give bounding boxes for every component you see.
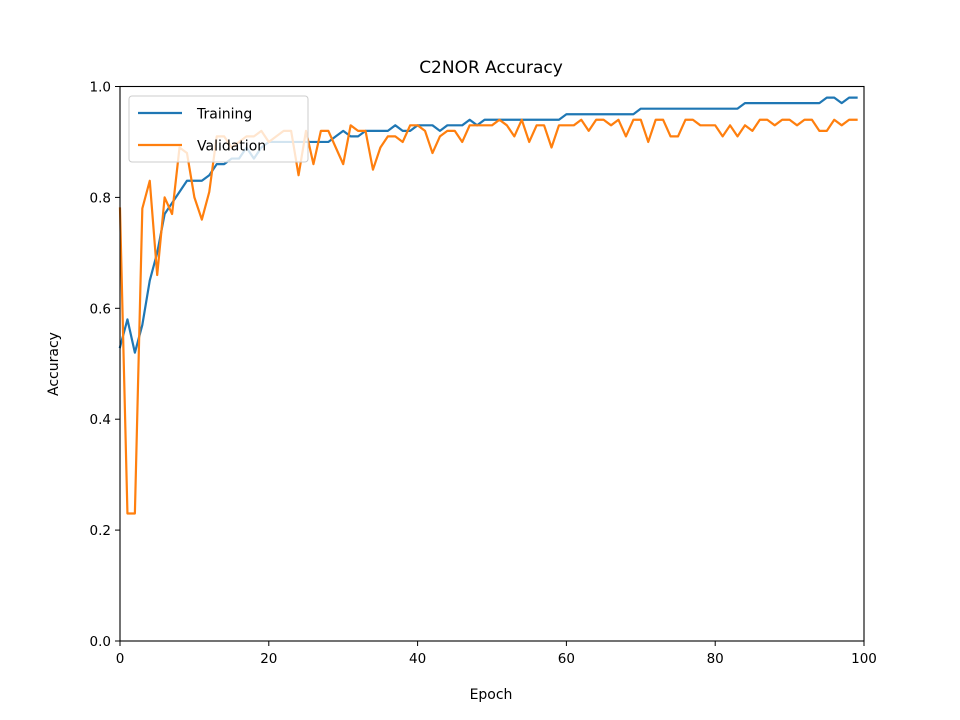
x-tick-label: 100 <box>851 651 877 667</box>
legend-label-training: Training <box>196 107 252 123</box>
y-tick-label: 0.0 <box>90 634 111 650</box>
y-tick-label: 1.0 <box>90 80 111 96</box>
x-tick-label: 0 <box>116 651 125 667</box>
x-tick-label: 80 <box>707 651 724 667</box>
plot-frame <box>119 85 865 642</box>
y-tick-label: 0.6 <box>90 301 111 317</box>
y-axis-ticks: 0.0 0.2 0.4 0.6 0.8 1.0 <box>90 80 120 650</box>
y-tick-label: 0.2 <box>90 523 111 539</box>
y-tick-label: 0.4 <box>90 412 111 428</box>
x-tick-label: 60 <box>558 651 575 667</box>
y-axis-label: Accuracy <box>46 332 62 396</box>
x-tick-label: 20 <box>260 651 277 667</box>
y-tick-label: 0.8 <box>90 190 111 206</box>
legend: Training Validation <box>128 95 309 163</box>
chart-title: C2NOR Accuracy <box>419 58 563 78</box>
x-axis-ticks: 0 20 40 60 80 100 <box>116 641 877 667</box>
x-axis-label: Epoch <box>470 687 513 703</box>
x-tick-label: 40 <box>409 651 426 667</box>
legend-label-validation: Validation <box>197 139 266 155</box>
